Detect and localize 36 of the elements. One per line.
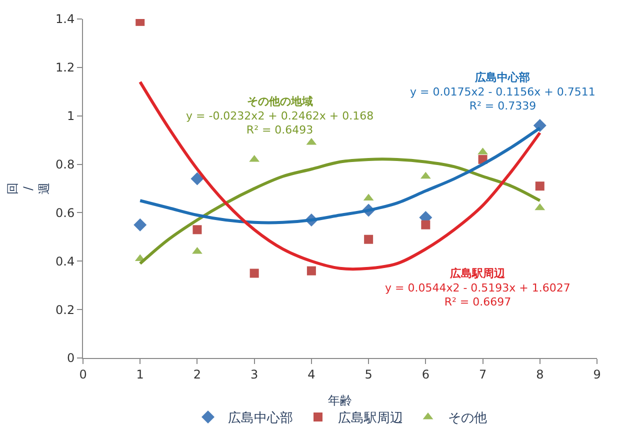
x-axis-title: 年齢 — [328, 393, 352, 408]
x-tick-label: 1 — [136, 367, 144, 382]
point — [364, 234, 374, 244]
legend-label: その他 — [448, 411, 487, 426]
x-tick-label: 5 — [364, 367, 372, 382]
point — [250, 268, 259, 278]
x-tick-label: 0 — [79, 367, 87, 382]
point — [190, 172, 204, 186]
y-tick-label: 0.6 — [56, 206, 75, 220]
y-tick-label: 1 — [66, 109, 75, 124]
annotation: 広島中心部 y = 0.0175x2 - 0.1156x + 0.7511 R² = 0.7339 — [410, 71, 596, 113]
annotation: その他の地域 y = -0.0232x2 + 0.2462x + 0.168 R² = 0.6493 — [186, 95, 374, 137]
point — [192, 246, 202, 254]
point — [421, 220, 430, 230]
x-tick-label: 6 — [422, 367, 430, 382]
point — [192, 225, 202, 234]
x-tick-label: 4 — [308, 367, 316, 382]
x-tick-label: 7 — [478, 367, 487, 382]
y-tick-label: 1.4 — [56, 12, 75, 26]
y-tick-label: 0.8 — [56, 157, 75, 172]
annotation: 広島駅周辺 y = 0.0544x2 - 0.5193x + 1.6027 R² = 0.6697 — [385, 267, 570, 309]
y-tick-label: 0 — [66, 351, 75, 366]
y-tick-label: 1.2 — [56, 60, 75, 75]
x-tick-label: 9 — [593, 367, 601, 382]
y-tick-label: 0.2 — [56, 302, 75, 317]
x-tick-label: 8 — [536, 367, 544, 382]
x-tick-label: 2 — [193, 367, 202, 382]
point — [535, 182, 544, 191]
legend-label: 広島中心部 — [228, 410, 293, 426]
y-axis-title: 回/週 — [6, 182, 51, 194]
legend-label: 広島駅周辺 — [338, 410, 403, 426]
point — [134, 218, 147, 232]
point — [306, 266, 316, 276]
y-tick-label: 0.4 — [56, 254, 75, 268]
line-series — [138, 158, 542, 266]
x-tick-label: 3 — [250, 367, 258, 382]
